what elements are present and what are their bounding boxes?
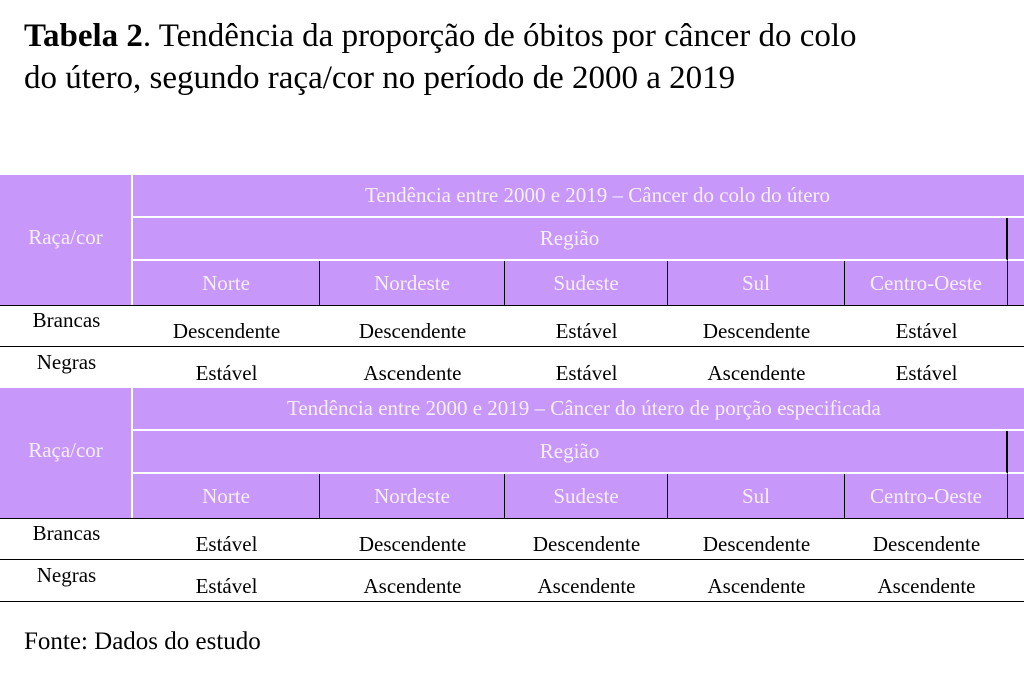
cell: Estável — [895, 360, 958, 385]
column-header: Norte — [133, 261, 320, 305]
column-header: Centro-Oeste — [845, 474, 1008, 518]
rule — [0, 305, 1024, 306]
cell: Estável — [195, 573, 258, 598]
group-header-extra — [1008, 431, 1024, 474]
column-header: Nordeste — [320, 261, 505, 305]
row-header: Raça/cor — [0, 175, 133, 305]
cell: Ascendente — [707, 573, 806, 598]
row-label: Negras — [36, 349, 97, 374]
column-header: Centro-Oeste — [845, 261, 1008, 305]
title-line-2: do útero, segundo raça/cor no período de… — [24, 60, 736, 96]
column-header: Nordeste — [320, 474, 505, 518]
group-header: Região — [133, 218, 1008, 261]
rule — [0, 559, 1024, 560]
title-text: . Tendência da proporção de óbitos por c… — [142, 18, 857, 54]
title-bold: Tabela 2 — [24, 18, 143, 54]
cell: Descendente — [358, 532, 467, 556]
section-title: Tendência entre 2000 e 2019 – Câncer do … — [133, 175, 1024, 218]
rule — [0, 600, 1024, 602]
cell: Descendente — [702, 532, 811, 556]
cell: Descendente — [872, 532, 981, 556]
cell: Descendente — [702, 319, 811, 343]
cell: Ascendente — [363, 573, 462, 598]
cell: Ascendente — [537, 573, 636, 598]
rule — [0, 518, 1024, 519]
source-note: Fonte: Dados do estudo — [24, 628, 261, 655]
cell: Ascendente — [707, 360, 806, 385]
cell: Ascendente — [877, 573, 976, 598]
row-header: Raça/cor — [0, 388, 133, 518]
cell: Estável — [195, 532, 258, 556]
group-header: Região — [133, 431, 1008, 474]
column-header: Sul — [668, 261, 845, 305]
row-label: Brancas — [32, 308, 101, 332]
group-header-extra — [1008, 218, 1024, 261]
column-header: Sul — [668, 474, 845, 518]
cell: Ascendente — [363, 360, 462, 385]
title-line-1: Tabela 2. Tendência da proporção de óbit… — [24, 18, 857, 55]
cell: Estável — [555, 360, 618, 385]
cell: Estável — [195, 360, 258, 385]
cell: Descendente — [532, 532, 641, 556]
rule — [0, 346, 1024, 347]
row-label: Brancas — [32, 521, 101, 545]
row-label: Negras — [36, 562, 97, 587]
column-header-extra — [1008, 261, 1024, 305]
cell: Descendente — [358, 319, 467, 343]
column-header: Norte — [133, 474, 320, 518]
cell: Estável — [555, 319, 618, 343]
column-header: Sudeste — [505, 261, 668, 305]
section-title: Tendência entre 2000 e 2019 – Câncer do … — [133, 388, 1024, 431]
cell: Estável — [895, 319, 958, 343]
column-header-extra — [1008, 474, 1024, 518]
cell: Descendente — [172, 319, 281, 343]
column-header: Sudeste — [505, 474, 668, 518]
